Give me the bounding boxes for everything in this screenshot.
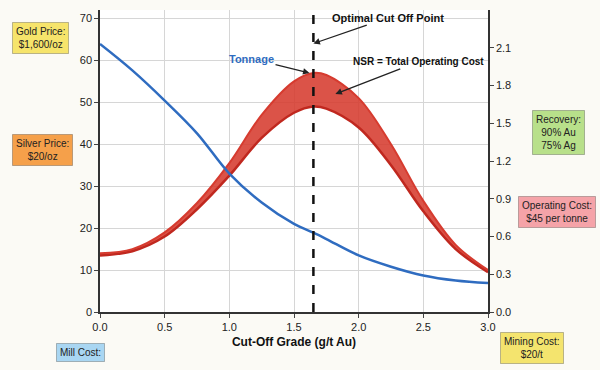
svg-text:Mining Cost:$20/t: Mining Cost:$20/t — [504, 336, 560, 360]
svg-text:Silver Price:$20/oz: Silver Price:$20/oz — [16, 138, 69, 162]
svg-text:0.5: 0.5 — [157, 321, 172, 333]
svg-text:NSR = Total Operating Cost: NSR = Total Operating Cost — [353, 56, 484, 67]
svg-text:0.0: 0.0 — [496, 306, 511, 318]
svg-text:0.9: 0.9 — [496, 193, 511, 205]
svg-text:1.5: 1.5 — [496, 117, 511, 129]
svg-text:Tonnage: Tonnage — [229, 53, 274, 65]
svg-text:Recovery:90% Au75% Ag: Recovery:90% Au75% Ag — [536, 114, 581, 151]
svg-text:2.5: 2.5 — [416, 321, 431, 333]
svg-text:60: 60 — [80, 54, 92, 66]
svg-text:30: 30 — [80, 180, 92, 192]
svg-text:Mill Cost:: Mill Cost: — [60, 347, 101, 358]
svg-text:Cut-Off Grade (g/t Au): Cut-Off Grade (g/t Au) — [232, 335, 356, 349]
svg-text:0.3: 0.3 — [496, 268, 511, 280]
svg-text:40: 40 — [80, 138, 92, 150]
svg-text:2.1: 2.1 — [496, 42, 511, 54]
svg-text:0.6: 0.6 — [496, 230, 511, 242]
svg-text:0: 0 — [86, 306, 92, 318]
svg-text:3.0: 3.0 — [480, 321, 495, 333]
svg-text:20: 20 — [80, 222, 92, 234]
svg-text:1.0: 1.0 — [222, 321, 237, 333]
svg-text:1.2: 1.2 — [496, 155, 511, 167]
svg-text:0.0: 0.0 — [92, 321, 107, 333]
svg-text:2.0: 2.0 — [351, 321, 366, 333]
svg-text:1.5: 1.5 — [286, 321, 301, 333]
svg-text:1.8: 1.8 — [496, 79, 511, 91]
svg-text:50: 50 — [80, 96, 92, 108]
svg-text:Gold Price:$1,600/oz: Gold Price:$1,600/oz — [16, 26, 65, 50]
svg-text:Optimal Cut Off Point: Optimal Cut Off Point — [332, 12, 444, 24]
svg-text:70: 70 — [80, 12, 92, 24]
svg-text:10: 10 — [80, 264, 92, 276]
svg-text:Operating Cost:$45 per tonne: Operating Cost:$45 per tonne — [522, 200, 592, 224]
